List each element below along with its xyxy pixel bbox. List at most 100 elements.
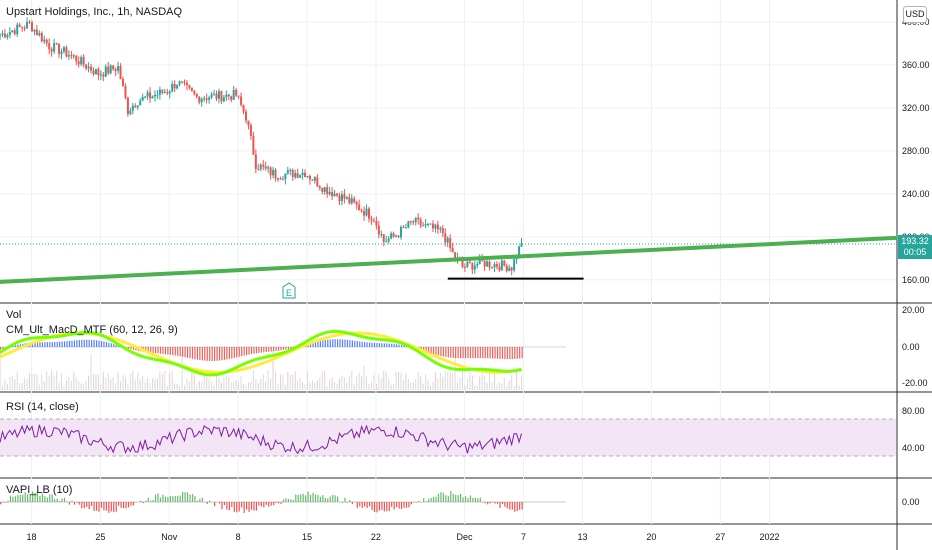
vapi-bar bbox=[282, 499, 285, 502]
rsi-label[interactable]: RSI (14, close) bbox=[6, 401, 79, 413]
macd-bar bbox=[223, 347, 226, 360]
volume-bar bbox=[503, 377, 505, 390]
volume-bar bbox=[61, 373, 62, 390]
candle bbox=[493, 261, 496, 273]
macd-bar bbox=[388, 343, 390, 347]
volume-bar bbox=[336, 383, 338, 390]
macd-bar bbox=[233, 347, 235, 358]
volume-bar bbox=[307, 372, 308, 390]
macd-bar bbox=[396, 344, 398, 347]
vapi-bar bbox=[100, 502, 103, 508]
candle bbox=[505, 263, 508, 273]
macd-axis[interactable]: 20.00 0.00 -20.00 bbox=[902, 305, 928, 388]
vapi-bar bbox=[514, 502, 516, 512]
volume-bar bbox=[265, 381, 267, 390]
macd-bar bbox=[150, 347, 152, 353]
macd-bar bbox=[172, 347, 174, 356]
vapi-bar bbox=[201, 497, 203, 502]
candle bbox=[345, 195, 348, 200]
time-axis[interactable]: 18 25 Nov 8 15 22 Dec 7 13 20 27 2022 bbox=[27, 532, 780, 542]
candle bbox=[520, 238, 523, 248]
volume-bar bbox=[250, 381, 252, 390]
volume-bar bbox=[343, 377, 345, 390]
vapi-bar bbox=[125, 502, 127, 509]
candle bbox=[311, 179, 314, 181]
candle bbox=[23, 25, 26, 32]
candle bbox=[60, 48, 63, 60]
vapi-bar bbox=[292, 500, 294, 502]
macd-bar bbox=[246, 347, 248, 356]
macd-bar bbox=[152, 347, 154, 353]
candle bbox=[75, 54, 78, 66]
candle bbox=[178, 80, 181, 87]
symbol-title[interactable]: Upstart Holdings, Inc., 1h, NASDAQ bbox=[6, 6, 183, 18]
macd-bar bbox=[2, 347, 4, 349]
volume-bar bbox=[90, 354, 92, 390]
macd-bar bbox=[248, 347, 250, 355]
volume-bar bbox=[233, 382, 235, 390]
macd-bar bbox=[317, 341, 319, 347]
candle bbox=[45, 38, 48, 47]
vapi-bar bbox=[108, 502, 110, 513]
candle bbox=[289, 168, 292, 176]
vapi-label[interactable]: VAPI_LB (10) bbox=[6, 484, 72, 496]
macd-bar bbox=[472, 347, 474, 359]
volume-bar bbox=[444, 371, 446, 390]
candle bbox=[412, 219, 415, 225]
macd-bar bbox=[334, 339, 336, 347]
vapi-bar bbox=[46, 497, 48, 502]
candle bbox=[166, 88, 169, 96]
vapi-bar bbox=[177, 495, 179, 502]
candle bbox=[508, 264, 511, 272]
candle bbox=[82, 54, 85, 68]
candle bbox=[417, 213, 420, 225]
vapi-bar bbox=[61, 498, 63, 502]
volume-bar bbox=[220, 382, 222, 390]
earnings-marker[interactable]: E bbox=[282, 282, 296, 299]
vol-label[interactable]: Vol bbox=[6, 309, 21, 321]
macd-bar bbox=[201, 347, 203, 361]
macd-bar bbox=[474, 347, 476, 359]
macd-bar bbox=[105, 342, 107, 347]
candle bbox=[340, 191, 343, 206]
candle bbox=[55, 42, 58, 46]
vapi-bar bbox=[349, 499, 351, 502]
candle bbox=[149, 87, 152, 104]
price-candles bbox=[0, 17, 523, 276]
time-tick-label: 8 bbox=[236, 532, 241, 542]
candle bbox=[222, 95, 225, 103]
volume-bar bbox=[493, 371, 495, 390]
vapi-bar bbox=[140, 500, 142, 502]
candle bbox=[220, 90, 223, 104]
currency-badge[interactable]: USD bbox=[903, 6, 927, 23]
macd-bar bbox=[17, 344, 19, 347]
vapi-bar bbox=[295, 494, 297, 502]
volume-bar bbox=[56, 371, 58, 390]
candle bbox=[67, 50, 70, 60]
macd-bar bbox=[309, 343, 312, 347]
candle bbox=[262, 159, 265, 171]
candle bbox=[326, 183, 329, 198]
macd-label[interactable]: CM_Ult_MacD_MTF (60, 12, 26, 9) bbox=[6, 324, 178, 336]
volume-bar bbox=[324, 370, 326, 390]
rsi-axis[interactable]: 80.00 40.00 bbox=[902, 406, 925, 453]
volume-bar bbox=[85, 381, 87, 390]
vapi-bar bbox=[95, 502, 98, 511]
macd-bar bbox=[182, 347, 184, 357]
volume-bar bbox=[223, 377, 225, 390]
macd-bar bbox=[157, 347, 159, 354]
macd-bar bbox=[209, 347, 211, 361]
vapi-axis[interactable]: 0.00 bbox=[902, 497, 920, 507]
trendline[interactable] bbox=[0, 235, 898, 284]
volume-bar bbox=[21, 383, 23, 390]
candle bbox=[446, 236, 449, 248]
volume-bar bbox=[238, 381, 240, 390]
volume-bar bbox=[230, 382, 232, 390]
volume-bar bbox=[373, 374, 375, 390]
macd-line bbox=[0, 329, 522, 377]
vapi-bar bbox=[344, 497, 346, 502]
vapi-bar bbox=[386, 502, 388, 512]
candle bbox=[35, 25, 38, 36]
candle bbox=[269, 166, 272, 180]
